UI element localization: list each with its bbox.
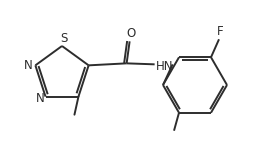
Text: HN: HN (156, 60, 173, 73)
Text: N: N (36, 92, 45, 105)
Text: S: S (60, 33, 68, 45)
Text: N: N (24, 59, 33, 72)
Text: O: O (126, 27, 135, 40)
Text: F: F (217, 25, 223, 38)
